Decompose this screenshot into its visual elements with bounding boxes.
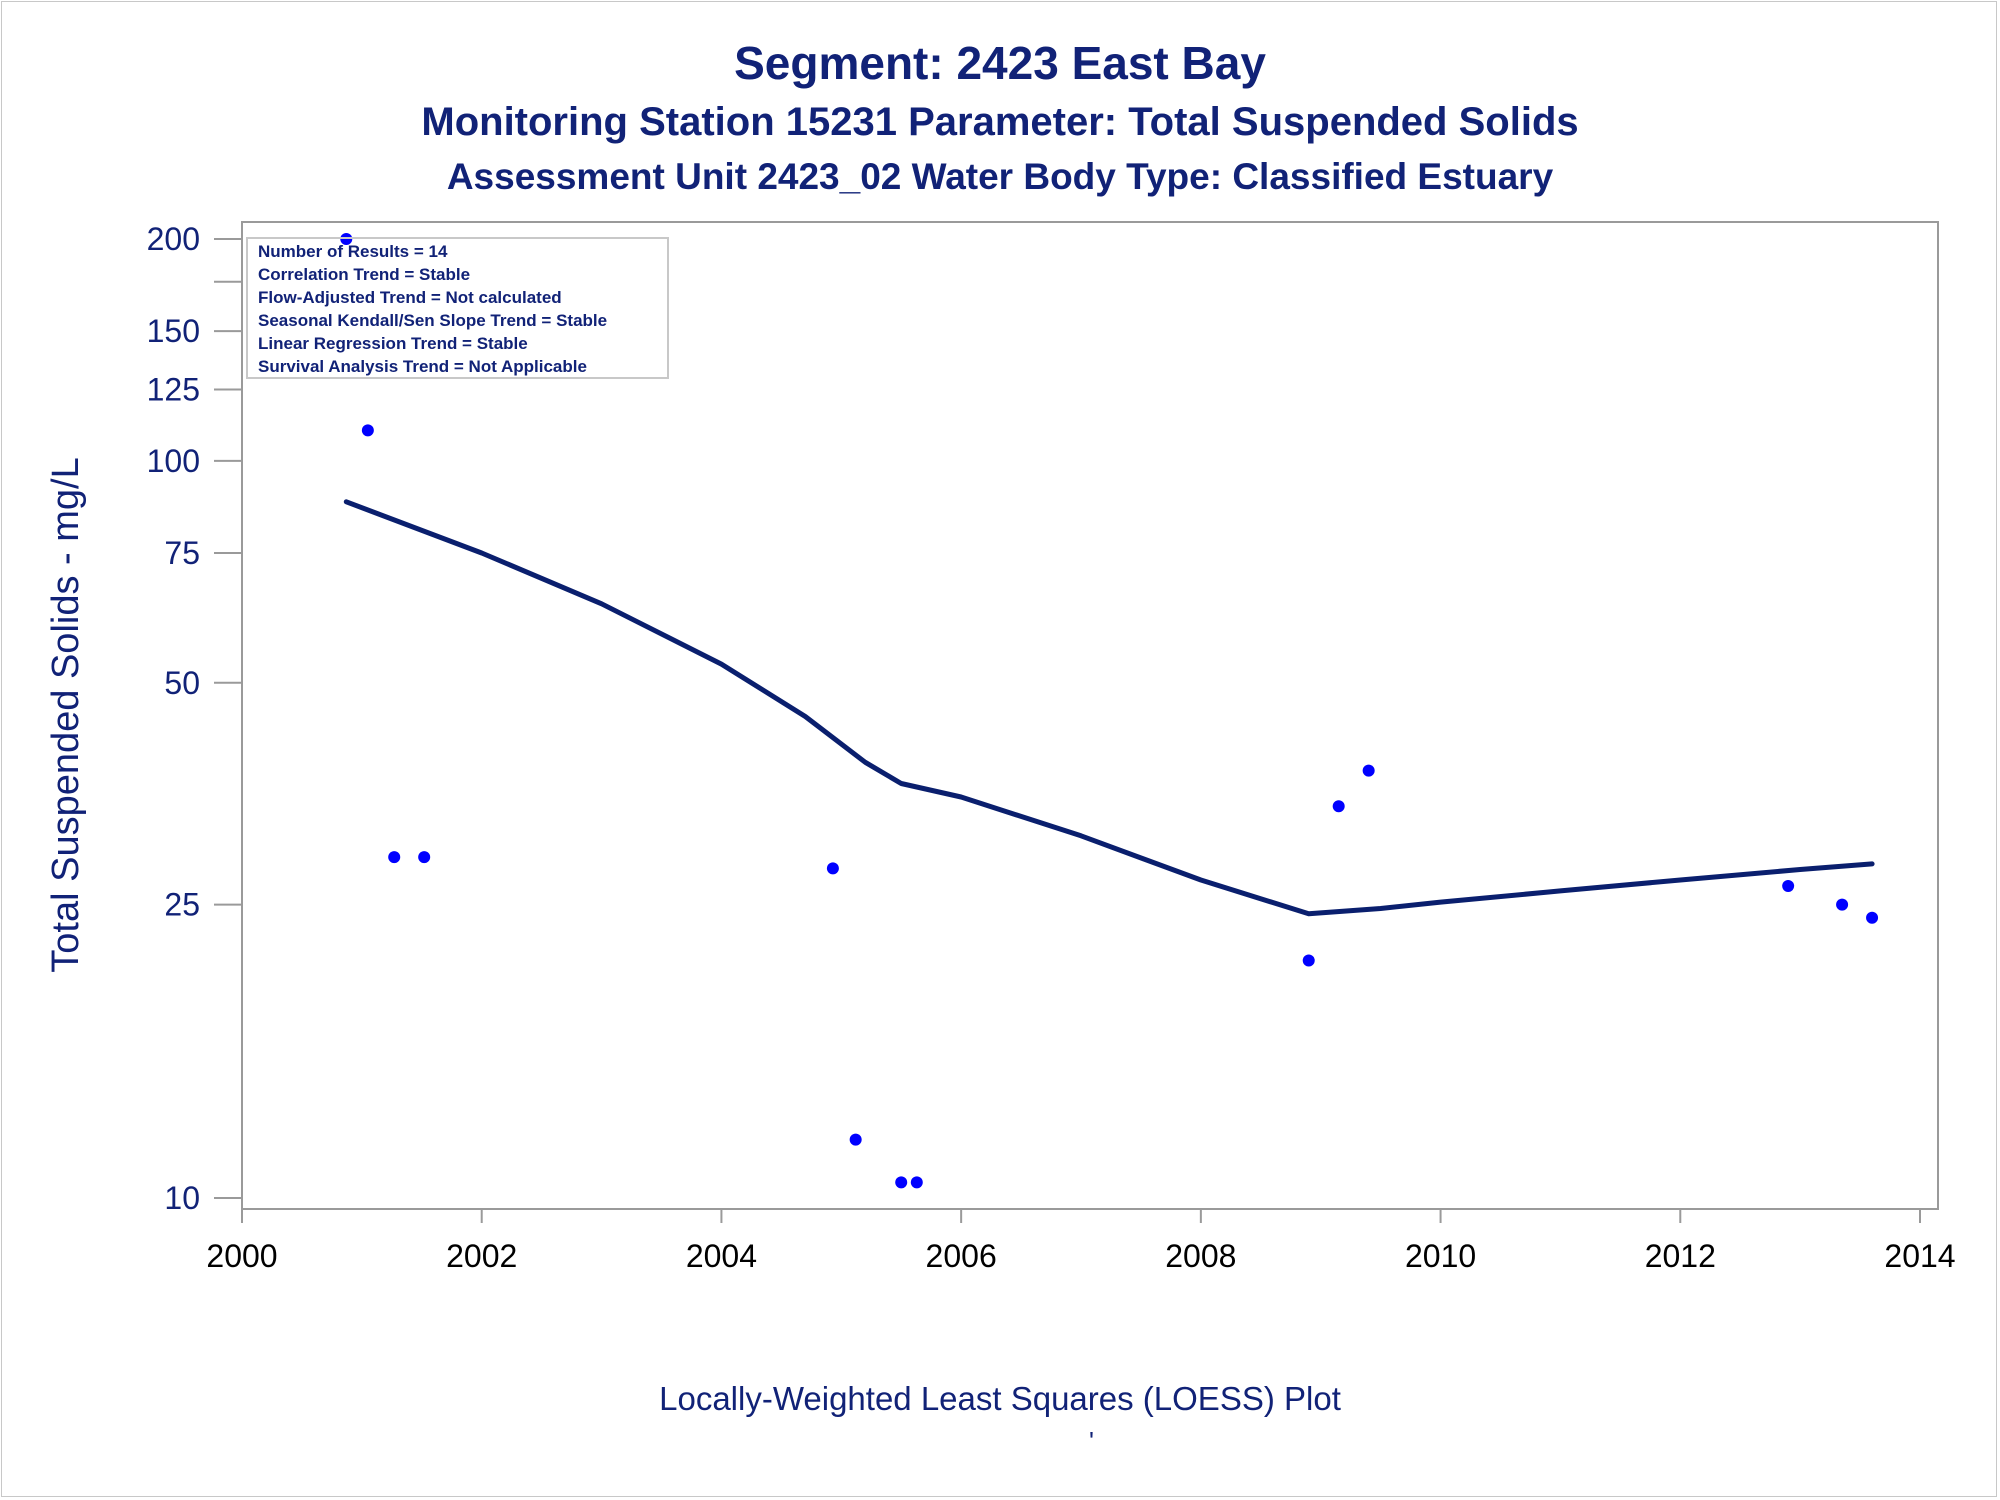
data-point xyxy=(1302,954,1315,967)
data-point xyxy=(1866,911,1879,924)
data-point xyxy=(1836,898,1849,911)
data-points xyxy=(340,233,1879,1189)
y-tick-label: 50 xyxy=(164,665,200,701)
stats-line-results: Number of Results = 14 xyxy=(258,242,448,261)
chart-subtitle-assessment: Assessment Unit 2423_02 Water Body Type:… xyxy=(446,156,1554,197)
data-point xyxy=(1332,800,1345,813)
y-tick-label: 125 xyxy=(147,371,200,407)
data-point xyxy=(826,862,839,875)
y-tick-label: 10 xyxy=(164,1180,200,1216)
y-tick-label: 200 xyxy=(147,221,200,257)
data-point xyxy=(418,851,431,864)
data-point xyxy=(910,1176,923,1189)
chart-footnote: Locally-Weighted Least Squares (LOESS) P… xyxy=(659,1380,1341,1417)
x-tick-label: 2000 xyxy=(206,1238,277,1274)
y-tick-label: 75 xyxy=(164,535,200,571)
x-tick-label: 2006 xyxy=(926,1238,997,1274)
data-point xyxy=(388,851,401,864)
data-point xyxy=(1362,764,1375,777)
x-tick-label: 2012 xyxy=(1645,1238,1716,1274)
y-tick-label: 100 xyxy=(147,443,200,479)
y-tick-label: 150 xyxy=(147,313,200,349)
data-point xyxy=(895,1176,908,1189)
y-tick-label: 25 xyxy=(164,887,200,923)
x-tick-label: 2004 xyxy=(686,1238,757,1274)
data-point xyxy=(849,1133,862,1146)
loess-line xyxy=(343,499,1875,917)
stats-line-correlation: Correlation Trend = Stable xyxy=(258,265,470,284)
chart-subtitle-station: Monitoring Station 15231 Parameter: Tota… xyxy=(421,100,1579,144)
data-point xyxy=(361,424,374,437)
footnote-mark: ' xyxy=(1089,1426,1094,1456)
axes: 10 25 50 75 100 125 150 200 2000 2002 2004 2006 2008… xyxy=(147,221,1956,1274)
stats-line-linear-regression: Linear Regression Trend = Stable xyxy=(258,334,528,353)
stats-box-border xyxy=(246,237,669,379)
stats-line-seasonal-kendall: Seasonal Kendall/Sen Slope Trend = Stabl… xyxy=(258,311,607,330)
stats-box: Number of Results = 14 Correlation Trend… xyxy=(246,237,669,379)
plot-area-border xyxy=(241,221,1939,1210)
stats-line-survival-analysis: Survival Analysis Trend = Not Applicable xyxy=(258,357,587,376)
chart-title: Segment: 2423 East Bay xyxy=(734,37,1266,89)
x-tick-label: 2008 xyxy=(1165,1238,1236,1274)
data-point xyxy=(1782,880,1795,893)
x-tick-label: 2002 xyxy=(446,1238,517,1274)
x-tick-label: 2010 xyxy=(1405,1238,1476,1274)
y-axis-title: Total Suspended Solids - mg/L xyxy=(45,457,87,972)
x-tick-label: 2014 xyxy=(1884,1238,1955,1274)
stats-line-flow-adjusted: Flow-Adjusted Trend = Not calculated xyxy=(258,288,562,307)
loess-line-group xyxy=(343,499,1875,917)
